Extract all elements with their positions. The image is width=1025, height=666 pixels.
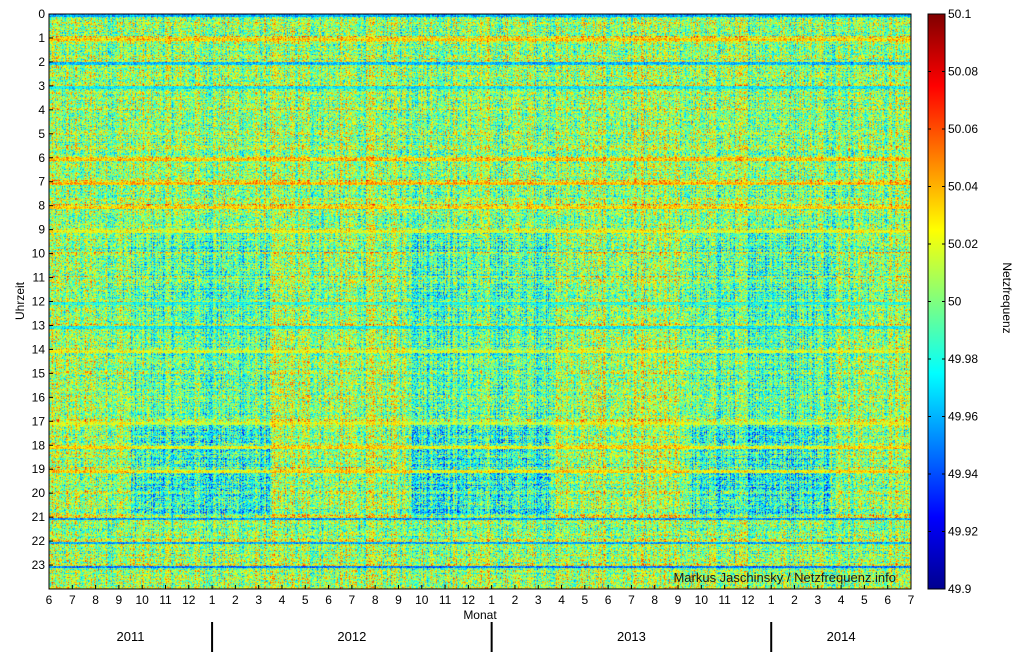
- x-tick-label: 3: [814, 593, 821, 607]
- y-tick-label: 10: [32, 247, 46, 261]
- y-tick-label: 21: [32, 510, 46, 524]
- x-tick-label: 7: [69, 593, 76, 607]
- heatmap-cells: [49, 14, 911, 589]
- x-tick-label: 6: [325, 593, 332, 607]
- x-tick-label: 11: [159, 593, 172, 607]
- x-tick-label: 9: [395, 593, 402, 607]
- x-tick-label: 5: [302, 593, 309, 607]
- colorbar-tick-label: 50.04: [948, 180, 978, 194]
- x-tick-label: 5: [861, 593, 868, 607]
- x-tick-label: 4: [558, 593, 565, 607]
- y-tick-label: 11: [33, 271, 46, 285]
- x-tick-label: 2: [232, 593, 239, 607]
- colorbar-tick-label: 50: [948, 295, 962, 309]
- x-tick-label: 3: [255, 593, 262, 607]
- x-axis-label: Monat: [463, 608, 497, 622]
- x-tick-label: 5: [581, 593, 588, 607]
- colorbar-label: Netzfrequenz: [1000, 262, 1014, 333]
- x-tick-label: 1: [209, 593, 216, 607]
- year-label: 2011: [117, 629, 145, 644]
- colorbar-tick-label: 49.94: [948, 467, 978, 481]
- y-tick-label: 13: [32, 318, 46, 332]
- x-tick-label: 11: [439, 593, 452, 607]
- y-tick-label: 14: [32, 342, 46, 356]
- x-axis: 6 7 8 9 10 11 12 1 2 3 4 5 6 7 8 9 10 11 12 1 2 3 4 5 6 7 8 9 10 11 12…: [46, 585, 915, 607]
- y-tick-label: 16: [32, 390, 46, 404]
- y-tick-label: 3: [38, 79, 45, 93]
- x-tick-label: 9: [675, 593, 682, 607]
- year-band: 2011 2012 2013 2014: [117, 622, 856, 652]
- credit-text: Markus Jaschinsky / Netzfrequenz.info: [673, 570, 896, 585]
- x-tick-label: 8: [372, 593, 379, 607]
- y-tick-label: 4: [38, 103, 45, 117]
- y-tick-label: 2: [38, 55, 45, 69]
- y-tick-label: 20: [32, 486, 46, 500]
- x-tick-label: 3: [535, 593, 542, 607]
- x-tick-label: 2: [512, 593, 519, 607]
- colorbar-tick-label: 49.92: [948, 525, 978, 539]
- x-tick-label: 4: [838, 593, 845, 607]
- colorbar-tick-label: 49.98: [948, 352, 978, 366]
- x-tick-label: 11: [718, 593, 731, 607]
- y-tick-label: 15: [32, 366, 46, 380]
- colorbar-tick-label: 50.06: [948, 122, 978, 136]
- y-axis-label: Uhrzeit: [13, 281, 27, 320]
- y-tick-label: 8: [38, 199, 45, 213]
- x-tick-label: 7: [628, 593, 635, 607]
- x-tick-label: 7: [908, 593, 915, 607]
- x-tick-label: 12: [182, 593, 196, 607]
- year-label: 2014: [827, 629, 856, 644]
- y-tick-label: 6: [38, 151, 45, 165]
- y-tick-label: 1: [38, 31, 45, 45]
- x-tick-label: 10: [136, 593, 150, 607]
- year-label: 2013: [617, 629, 646, 644]
- x-tick-label: 10: [695, 593, 709, 607]
- y-tick-label: 9: [38, 223, 45, 237]
- colorbar-tick-label: 49.9: [948, 582, 972, 596]
- x-tick-label: 6: [605, 593, 612, 607]
- x-tick-label: 7: [349, 593, 356, 607]
- y-tick-label: 22: [32, 534, 46, 548]
- heatmap-area: [49, 14, 911, 589]
- x-tick-label: 12: [741, 593, 755, 607]
- x-tick-label: 12: [462, 593, 476, 607]
- y-tick-label: 12: [32, 295, 46, 309]
- x-tick-label: 10: [415, 593, 429, 607]
- colorbar-tick-label: 50.02: [948, 237, 978, 251]
- x-tick-label: 8: [651, 593, 658, 607]
- x-tick-label: 1: [488, 593, 495, 607]
- x-tick-label: 8: [92, 593, 99, 607]
- y-tick-label: 7: [38, 175, 45, 189]
- colorbar-tick-label: 49.96: [948, 410, 978, 424]
- y-tick-label: 18: [32, 438, 46, 452]
- x-tick-label: 6: [884, 593, 891, 607]
- year-label: 2012: [337, 629, 366, 644]
- y-tick-label: 19: [32, 462, 46, 476]
- colorbar-ticks: 50.1 50.08 50.06 50.04 50.02 50 49.98 49.96 49.9…: [928, 7, 978, 596]
- y-tick-label: 5: [38, 127, 45, 141]
- x-tick-label: 2: [791, 593, 798, 607]
- x-tick-label: 6: [46, 593, 53, 607]
- x-tick-label: 1: [768, 593, 775, 607]
- y-tick-label: 23: [32, 558, 46, 572]
- y-tick-label: 17: [32, 414, 46, 428]
- y-tick-label: 0: [38, 7, 45, 21]
- x-tick-label: 9: [116, 593, 123, 607]
- x-tick-label: 4: [279, 593, 286, 607]
- colorbar-tick-label: 50.1: [948, 7, 972, 21]
- colorbar-tick-label: 50.08: [948, 65, 978, 79]
